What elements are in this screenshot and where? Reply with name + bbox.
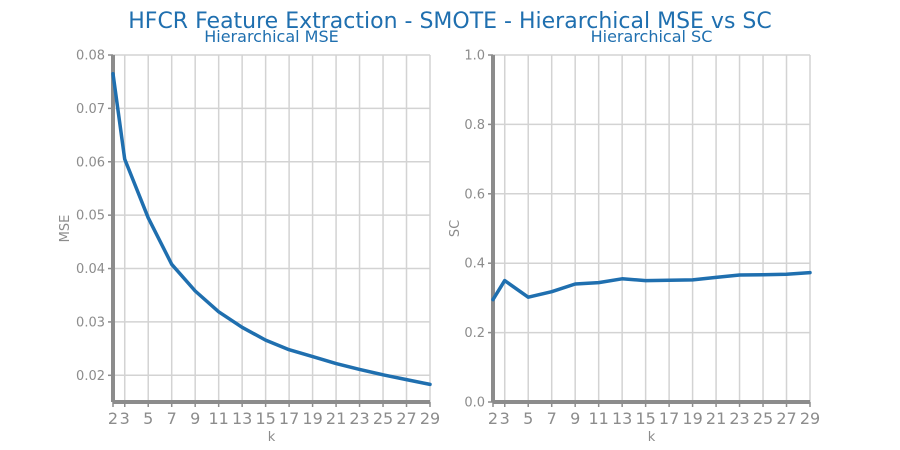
mse-x-tick-label: 23 [349,409,369,428]
sc-y-tick-label: 0.6 [464,187,485,202]
sc-y-tick-label: 1.0 [464,49,485,64]
mse-title: Hierarchical MSE [204,27,339,46]
mse-x-tick-label: 11 [208,409,228,428]
mse-series-line [111,71,432,387]
sc-x-tick-label: 13 [612,409,632,428]
sc-x-tick-label: 5 [523,409,533,428]
mse-y-tick-label: 0.07 [76,102,105,117]
mse-x-tick-label: 5 [143,409,153,428]
sc-x-tick-label: 9 [570,409,580,428]
sc-x-tick-label: 27 [776,409,796,428]
mse-x-tick-label: 19 [302,409,322,428]
sc-x-tick-label: 29 [800,409,820,428]
mse-x-tick-label: 2 [108,409,118,428]
sc-y-tick-label: 0.0 [464,396,485,411]
mse-x-tick-label: 29 [420,409,440,428]
suptitle: HFCR Feature Extraction - SMOTE - Hierar… [128,9,771,34]
mse-x-tick-label: 3 [120,409,130,428]
sc-y-axis-label: SC [448,220,463,237]
sc-y-tick-label: 0.8 [464,118,485,133]
mse-y-tick-label: 0.08 [76,49,105,64]
sc-x-tick-label: 19 [682,409,702,428]
mse-y-tick-label: 0.02 [76,369,105,384]
sc-x-tick-label: 21 [706,409,726,428]
mse-x-tick-label: 21 [326,409,346,428]
sc-y-tick-label: 0.2 [464,326,485,341]
sc-x-tick-label: 3 [500,409,510,428]
mse-panel: 0.020.030.040.050.060.070.082 3 5 7 9 11 13 15 1… [58,27,440,445]
sc-series-line [491,270,812,302]
sc-x-tick-label: 17 [659,409,679,428]
mse-y-tick-label: 0.04 [76,262,105,277]
mse-x-axis-label: k [268,430,276,445]
mse-x-tick-label: 13 [232,409,252,428]
mse-x-tick-label: 15 [255,409,275,428]
sc-x-tick-label: 11 [588,409,608,428]
mse-y-tick-label: 0.05 [76,209,105,224]
sc-x-tick-label: 15 [635,409,655,428]
sc-panel: 0.00.20.40.60.81.02 3 5 7 9 11 13 15 17 19 21 23 25 2… [448,27,820,445]
sc-x-tick-label: 25 [753,409,773,428]
mse-x-tick-label: 25 [373,409,393,428]
sc-x-tick-label: 23 [729,409,749,428]
mse-y-tick-label: 0.03 [76,315,105,330]
mse-y-tick-label: 0.06 [76,155,105,170]
sc-x-tick-label: 2 [488,409,498,428]
sc-x-axis-label: k [648,430,656,445]
sc-y-tick-label: 0.4 [464,257,485,272]
sc-title: Hierarchical SC [591,27,713,46]
mse-x-tick-label: 7 [167,409,177,428]
sc-x-tick-label: 7 [547,409,557,428]
mse-y-axis-label: MSE [58,215,73,243]
mse-x-tick-label: 17 [279,409,299,428]
mse-x-tick-label: 27 [396,409,416,428]
mse-x-tick-label: 9 [190,409,200,428]
